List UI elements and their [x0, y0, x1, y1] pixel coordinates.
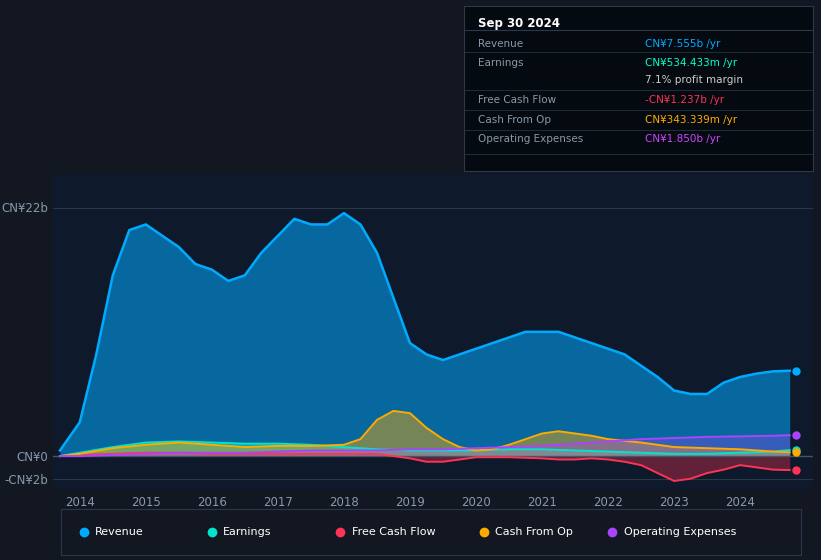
- Text: CN¥343.339m /yr: CN¥343.339m /yr: [645, 115, 737, 124]
- Text: Sep 30 2024: Sep 30 2024: [478, 17, 560, 30]
- Text: CN¥1.850b /yr: CN¥1.850b /yr: [645, 134, 721, 144]
- Text: Cash From Op: Cash From Op: [478, 115, 551, 124]
- Text: Free Cash Flow: Free Cash Flow: [351, 527, 435, 537]
- Text: Earnings: Earnings: [223, 527, 272, 537]
- Text: Earnings: Earnings: [478, 58, 523, 68]
- Text: Operating Expenses: Operating Expenses: [478, 134, 583, 144]
- Text: CN¥534.433m /yr: CN¥534.433m /yr: [645, 58, 737, 68]
- Text: CN¥7.555b /yr: CN¥7.555b /yr: [645, 39, 721, 49]
- Text: Cash From Op: Cash From Op: [495, 527, 573, 537]
- Text: -CN¥1.237b /yr: -CN¥1.237b /yr: [645, 95, 724, 105]
- Text: Revenue: Revenue: [478, 39, 523, 49]
- Text: 7.1% profit margin: 7.1% profit margin: [645, 75, 743, 85]
- Text: Operating Expenses: Operating Expenses: [624, 527, 736, 537]
- Text: Free Cash Flow: Free Cash Flow: [478, 95, 556, 105]
- Text: Revenue: Revenue: [95, 527, 144, 537]
